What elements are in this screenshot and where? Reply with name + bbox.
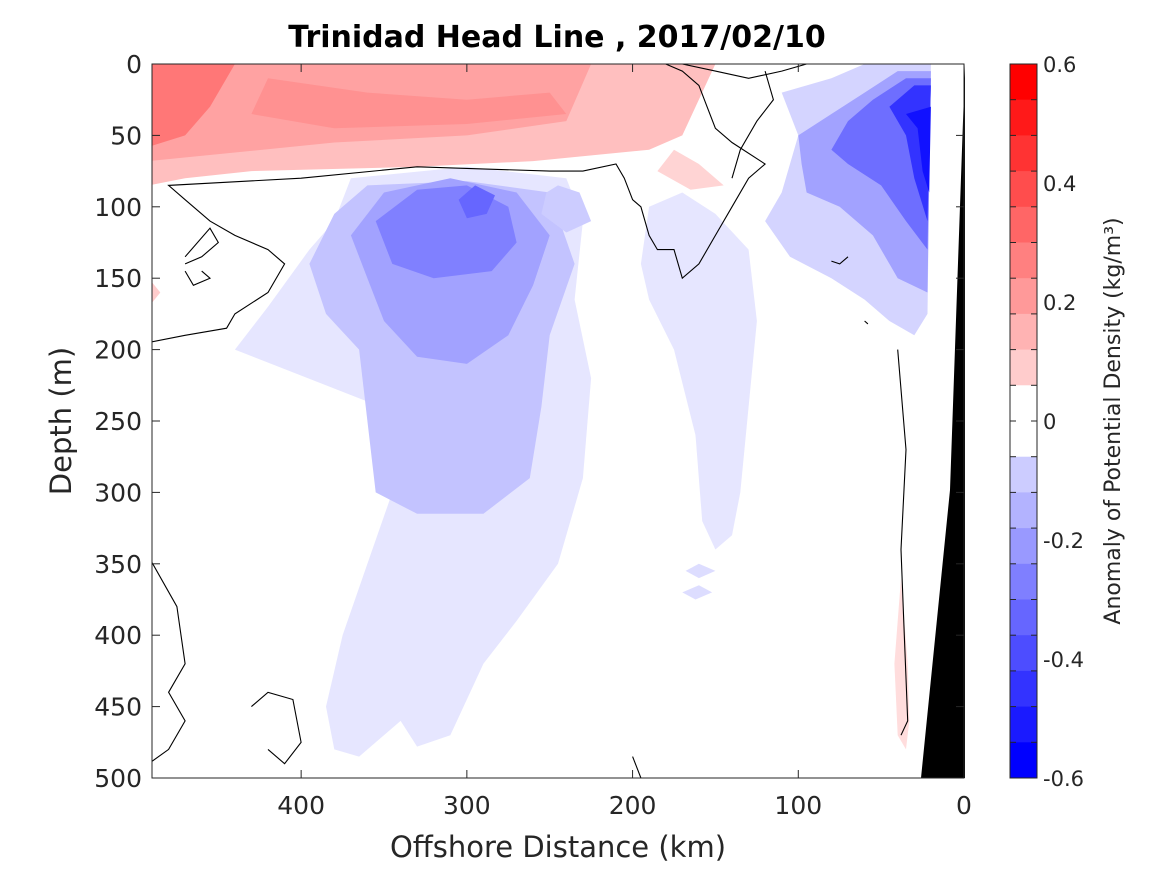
- colorbar-segment: [1010, 528, 1037, 565]
- colorbar-segment: [1010, 64, 1037, 101]
- colorbar-tick-label: -0.4: [1043, 648, 1084, 672]
- colorbar-segments: [1010, 64, 1037, 779]
- colorbar-segment: [1010, 563, 1037, 600]
- x-axis-ticks: 400 300 200 100 0: [277, 64, 972, 820]
- y-tick-label: 500: [94, 764, 142, 793]
- field-positive-surface-band-mid: [251, 78, 567, 129]
- y-tick-label: 350: [94, 550, 142, 579]
- y-tick-label: 50: [110, 121, 142, 150]
- colorbar-tick-label: 0.2: [1043, 291, 1076, 315]
- zero-contour-line-1: [152, 64, 767, 343]
- zero-contour-line-10: [831, 256, 849, 265]
- zero-contour-line-4: [184, 227, 220, 265]
- colorbar-segment: [1010, 206, 1037, 243]
- colorbar-tick-label: 0: [1043, 410, 1056, 434]
- colorbar-segment: [1010, 349, 1037, 386]
- colorbar-segment: [1010, 670, 1037, 708]
- chart-title: Trinidad Head Line , 2017/02/10: [288, 20, 825, 55]
- field-negative-small-patch: [541, 185, 592, 233]
- bathymetry-shelf: [921, 64, 965, 778]
- field-positive-surface-core-west: [152, 64, 235, 146]
- y-tick-label: 150: [94, 264, 142, 293]
- zero-contour-line-8: [632, 756, 642, 778]
- colorbar-segment: [1010, 635, 1037, 672]
- y-tick-label: 0: [126, 50, 142, 79]
- colorbar-tick-label: -0.2: [1043, 529, 1084, 553]
- colorbar-tick-label: 0.4: [1043, 172, 1076, 196]
- colorbar: 0.6 0.4 0.2 0 -0.2 -0.4 -0.6 Anomaly of Potent…: [1009, 53, 1126, 791]
- x-axis-label: Offshore Distance (km): [390, 830, 726, 864]
- colorbar-segment: [1010, 278, 1037, 315]
- colorbar-segment: [1010, 99, 1037, 136]
- y-tick-label: 400: [94, 621, 142, 650]
- colorbar-ticks: 0.6 0.4 0.2 0 -0.2 -0.4 -0.6: [1010, 53, 1084, 791]
- x-tick-label: 0: [956, 791, 972, 820]
- colorbar-segment: [1010, 742, 1037, 779]
- y-tick-label: 100: [94, 193, 142, 222]
- colorbar-segment: [1010, 242, 1037, 279]
- field-negative-midshelf-bubble: [685, 563, 716, 579]
- colorbar-segment: [1010, 135, 1037, 172]
- zero-contour-line-2: [682, 64, 807, 79]
- field-positive-sliver-left: [152, 282, 161, 303]
- y-tick-label: 300: [94, 478, 142, 507]
- x-tick-label: 100: [774, 791, 822, 820]
- colorbar-tick-label: -0.6: [1043, 767, 1084, 791]
- colorbar-segment: [1010, 456, 1037, 493]
- colorbar-segment: [1010, 421, 1037, 458]
- colorbar-segment: [1010, 385, 1037, 422]
- x-tick-label: 300: [443, 791, 491, 820]
- x-tick-label: 400: [277, 791, 325, 820]
- colorbar-segment: [1010, 706, 1037, 743]
- zero-contour-line-6: [152, 561, 186, 763]
- field-negative-nearshore-peak: [906, 106, 931, 193]
- field-positive-patch-nearshore: [657, 149, 724, 190]
- zero-contour-line-7: [251, 691, 302, 765]
- colorbar-label: Anomaly of Potential Density (kg/m³): [1101, 217, 1126, 624]
- y-tick-label: 450: [94, 693, 142, 722]
- field-positive-sliver-deep-shelf: [894, 578, 910, 750]
- colorbar-segment: [1010, 492, 1037, 529]
- field-negative-midshelf-tongue: [640, 192, 757, 550]
- zero-contour-line-5: [184, 270, 212, 286]
- y-tick-label: 200: [94, 336, 142, 365]
- x-tick-label: 200: [609, 791, 657, 820]
- zero-contour-lines: [152, 64, 909, 778]
- colorbar-segment: [1010, 171, 1037, 208]
- anomaly-field: [152, 64, 931, 757]
- plot-area: 400 300 200 100 0 0 50 100 150 200 250 300 350 400 45…: [94, 50, 972, 820]
- y-axis-ticks: 0 50 100 150 200 250 300 350 400 450 500: [94, 50, 964, 793]
- y-tick-label: 250: [94, 407, 142, 436]
- colorbar-segment: [1010, 599, 1037, 636]
- zero-contour-line-11: [864, 320, 869, 325]
- field-negative-offshore-peak: [458, 185, 495, 219]
- zero-contour-line-9: [897, 349, 909, 736]
- field-negative-midshelf-bubble-2: [682, 585, 713, 600]
- colorbar-segment: [1010, 313, 1037, 351]
- zero-contour-line-3: [731, 70, 775, 179]
- colorbar-tick-label: 0.6: [1043, 53, 1076, 77]
- y-axis-label: Depth (m): [44, 347, 78, 495]
